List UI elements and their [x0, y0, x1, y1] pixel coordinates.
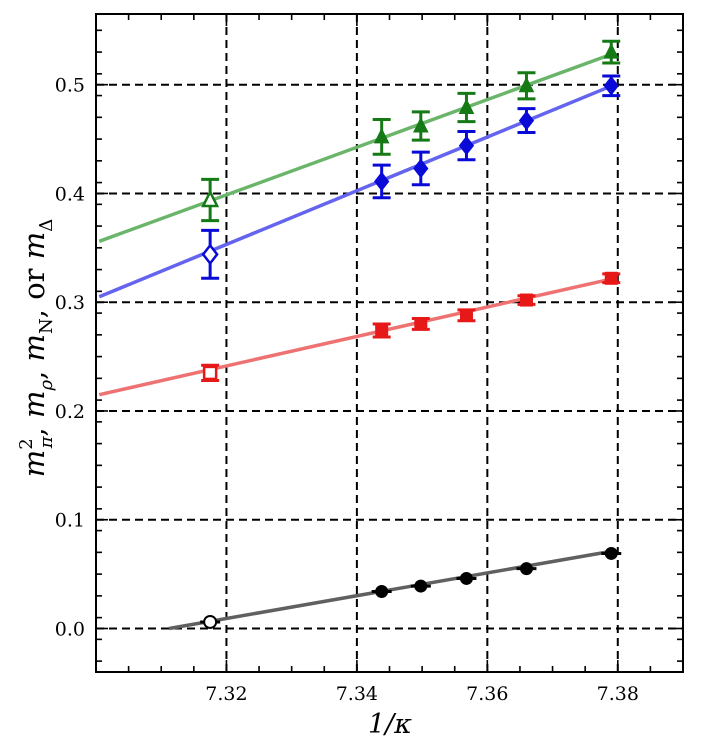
marker-square [414, 317, 428, 331]
y-title-sep-2: , [17, 361, 51, 379]
y-title-sub-delta: Δ [36, 219, 57, 232]
x-tick-label: 7.32 [205, 683, 247, 705]
marker-diamond [458, 135, 475, 156]
marker-diamond [201, 243, 219, 266]
marker-diamond [518, 110, 535, 131]
y-title-sub-n: N [36, 318, 57, 334]
y-tick-label: 0.3 [55, 292, 85, 314]
y-axis-title: m2π, mρ, mN, or mΔ [16, 219, 57, 478]
x-axis-title: 1/κ [368, 709, 412, 740]
marker-triangle [373, 127, 390, 144]
marker-square [519, 293, 533, 307]
fit-line [168, 549, 615, 631]
y-tick-label: 0.1 [55, 510, 85, 532]
y-tick-label: 0.0 [55, 618, 85, 640]
x-tick-label: 7.34 [336, 683, 378, 705]
marker-circle [604, 546, 618, 560]
y-title-sep-3: , or [17, 259, 51, 318]
y-title-sup-2: 2 [16, 438, 37, 449]
y-title-m-rho: m [17, 391, 51, 419]
y-title-sep-1: , [17, 418, 51, 436]
marker-circle [203, 614, 218, 629]
y-title-sub-rho: ρ [36, 380, 57, 392]
marker-circle [519, 562, 533, 576]
y-title-sub-pi: π [36, 435, 57, 449]
y-title-m-delta: m [17, 232, 51, 260]
marker-circle [414, 579, 428, 593]
x-tick-label: 7.38 [597, 683, 639, 705]
marker-diamond [374, 171, 390, 192]
marker-triangle [603, 42, 620, 59]
y-tick-label: 0.5 [55, 75, 85, 97]
y-title-m-pi: m [17, 450, 51, 478]
marker-triangle [412, 116, 429, 133]
marker-square [459, 308, 473, 322]
grid-lines [96, 14, 683, 672]
x-tick-label: 7.36 [466, 683, 508, 705]
axis-ticks [95, 14, 684, 672]
marker-circle [375, 585, 389, 599]
y-title-m-n: m [17, 334, 51, 362]
marker-triangle [518, 76, 535, 93]
marker-triangle [201, 189, 220, 208]
tick-labels: 7.32 7.34 7.36 7.38 0.0 0.1 0.2 0.3 0.4 0.5 [55, 75, 639, 705]
marker-square [202, 365, 218, 381]
marker-square [375, 323, 389, 337]
marker-circle [459, 571, 473, 585]
marker-diamond [603, 75, 619, 96]
y-tick-label: 0.2 [55, 401, 85, 423]
marker-diamond [413, 158, 429, 179]
marker-triangle [458, 98, 475, 115]
marker-square [604, 271, 618, 285]
y-tick-label: 0.4 [55, 183, 85, 205]
data-points [200, 39, 622, 629]
